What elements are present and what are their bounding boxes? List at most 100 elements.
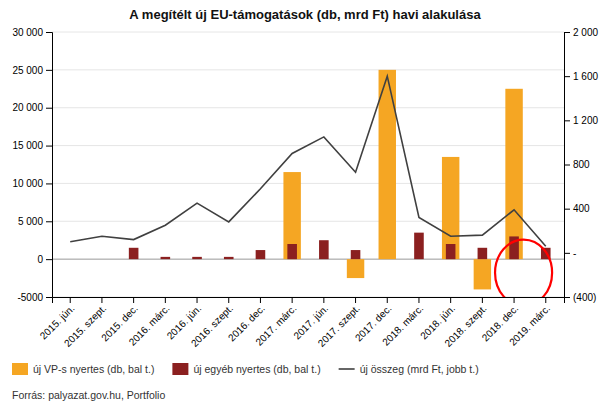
bar (442, 157, 459, 259)
tick-mark (46, 297, 52, 298)
tick: 400 (564, 203, 590, 214)
tick: 2017. márc. (253, 297, 298, 348)
legend-swatch (12, 363, 28, 375)
tick: 2018. szept. (442, 297, 488, 349)
bar-series (129, 233, 551, 260)
tick-mark (387, 297, 388, 303)
line (70, 76, 546, 246)
bar (379, 70, 396, 259)
tick-label: 15 000 (12, 140, 43, 151)
tick-label: 10 000 (12, 178, 43, 189)
tick-mark (564, 120, 570, 121)
annotation-ellipse (495, 240, 552, 297)
legend-label: új VP-s nyertes (db, bal t.) (33, 363, 154, 375)
tick-mark (323, 297, 324, 303)
tick: 15 000 (12, 140, 52, 151)
bar (414, 233, 424, 260)
tick-label: - (573, 248, 576, 259)
legend: új VP-s nyertes (db, bal t.) új egyéb nye… (12, 363, 479, 375)
title: A megítélt új EU-támogatások (db, mrd Ft… (129, 7, 481, 22)
tick-mark (564, 209, 570, 210)
bar (224, 257, 234, 259)
tick-mark (260, 297, 261, 303)
tick: 2016. szept. (189, 297, 235, 349)
tick-label: 2016. szept. (189, 303, 235, 349)
bar (65, 259, 75, 260)
tick-label: 2 000 (573, 27, 598, 38)
tick-label: 5 000 (18, 216, 43, 227)
tick-mark (46, 70, 52, 71)
tick: 800 (564, 159, 590, 170)
chart: -500005 00010 00015 00020 00025 00030 00… (0, 0, 610, 409)
bar (319, 240, 329, 259)
legend-item: új összeg (mrd Ft, jobb t.) (339, 363, 479, 375)
legend-label: új egyéb nyertes (db, bal t.) (193, 363, 320, 375)
tick-mark (46, 32, 52, 33)
legend-item: új egyéb nyertes (db, bal t.) (172, 363, 320, 375)
tick-mark (101, 297, 102, 303)
tick-mark (450, 297, 451, 303)
y-axis: -500005 00010 00015 00020 00025 00030 00… (12, 27, 52, 303)
tick-label: 800 (573, 159, 590, 170)
tick: 2 000 (564, 27, 598, 38)
tick-mark (70, 297, 71, 303)
tick-label: 2017. szept. (316, 303, 362, 349)
tick: -5000 (17, 292, 52, 303)
tick-mark (545, 297, 546, 303)
tick-mark (292, 297, 293, 303)
grid-line (52, 107, 564, 108)
tick: 2017. szept. (316, 297, 362, 349)
plot: -500005 00010 00015 00020 00025 00030 00… (12, 27, 598, 349)
marks (70, 70, 552, 297)
tick-label: 2018. márc. (380, 303, 425, 348)
bar (347, 259, 364, 278)
bar (287, 244, 297, 259)
x-axis: 2015. jún.2015. szept.2015. dec.2016. má… (38, 297, 565, 349)
tick: 30 000 (12, 27, 52, 38)
bar (161, 257, 171, 259)
tick-mark (46, 221, 52, 222)
tick-mark (197, 297, 198, 303)
tick-label: (400) (573, 292, 596, 303)
axis-line (46, 33, 53, 298)
tick-mark (564, 253, 570, 254)
bar (192, 257, 202, 259)
tick-label: 400 (573, 203, 590, 214)
tick: 10 000 (12, 178, 52, 189)
tick-label: 2015. szept. (62, 303, 108, 349)
bar (62, 259, 79, 260)
tick-mark (46, 259, 52, 260)
bar (505, 89, 522, 259)
legend-item: új VP-s nyertes (db, bal t.) (12, 363, 154, 375)
grid-line (52, 69, 564, 70)
bar-series (283, 70, 522, 290)
tick-mark (133, 297, 134, 303)
tick-mark (514, 297, 515, 303)
tick-label: -5000 (17, 292, 43, 303)
bar (474, 259, 491, 289)
bar (283, 172, 300, 259)
tick-mark (482, 297, 483, 303)
tick: 5 000 (18, 216, 52, 227)
source: Forrás: palyazat.gov.hu, Portfolio (12, 389, 165, 401)
tick: 2016. márc. (127, 297, 172, 348)
legend-swatch (339, 368, 355, 370)
tick-mark (355, 297, 356, 303)
bar (97, 259, 107, 260)
tick: 2015. szept. (62, 297, 108, 349)
legend-swatch (172, 363, 188, 375)
legend-label: új összeg (mrd Ft, jobb t.) (360, 363, 479, 375)
bar (382, 259, 392, 260)
tick-label: 2016. márc. (127, 303, 172, 348)
tick-label: 25 000 (12, 65, 43, 76)
y2-axis: (400)-4008001 2001 6002 000 (564, 27, 598, 303)
tick-mark (165, 297, 166, 303)
tick-mark (46, 146, 52, 147)
tick-mark (564, 76, 570, 77)
tick-mark (46, 183, 52, 184)
tick-mark (418, 297, 419, 303)
tick-mark (46, 108, 52, 109)
axis-line (53, 298, 565, 304)
tick: - (564, 248, 576, 259)
tick-label: 1 200 (573, 115, 598, 126)
